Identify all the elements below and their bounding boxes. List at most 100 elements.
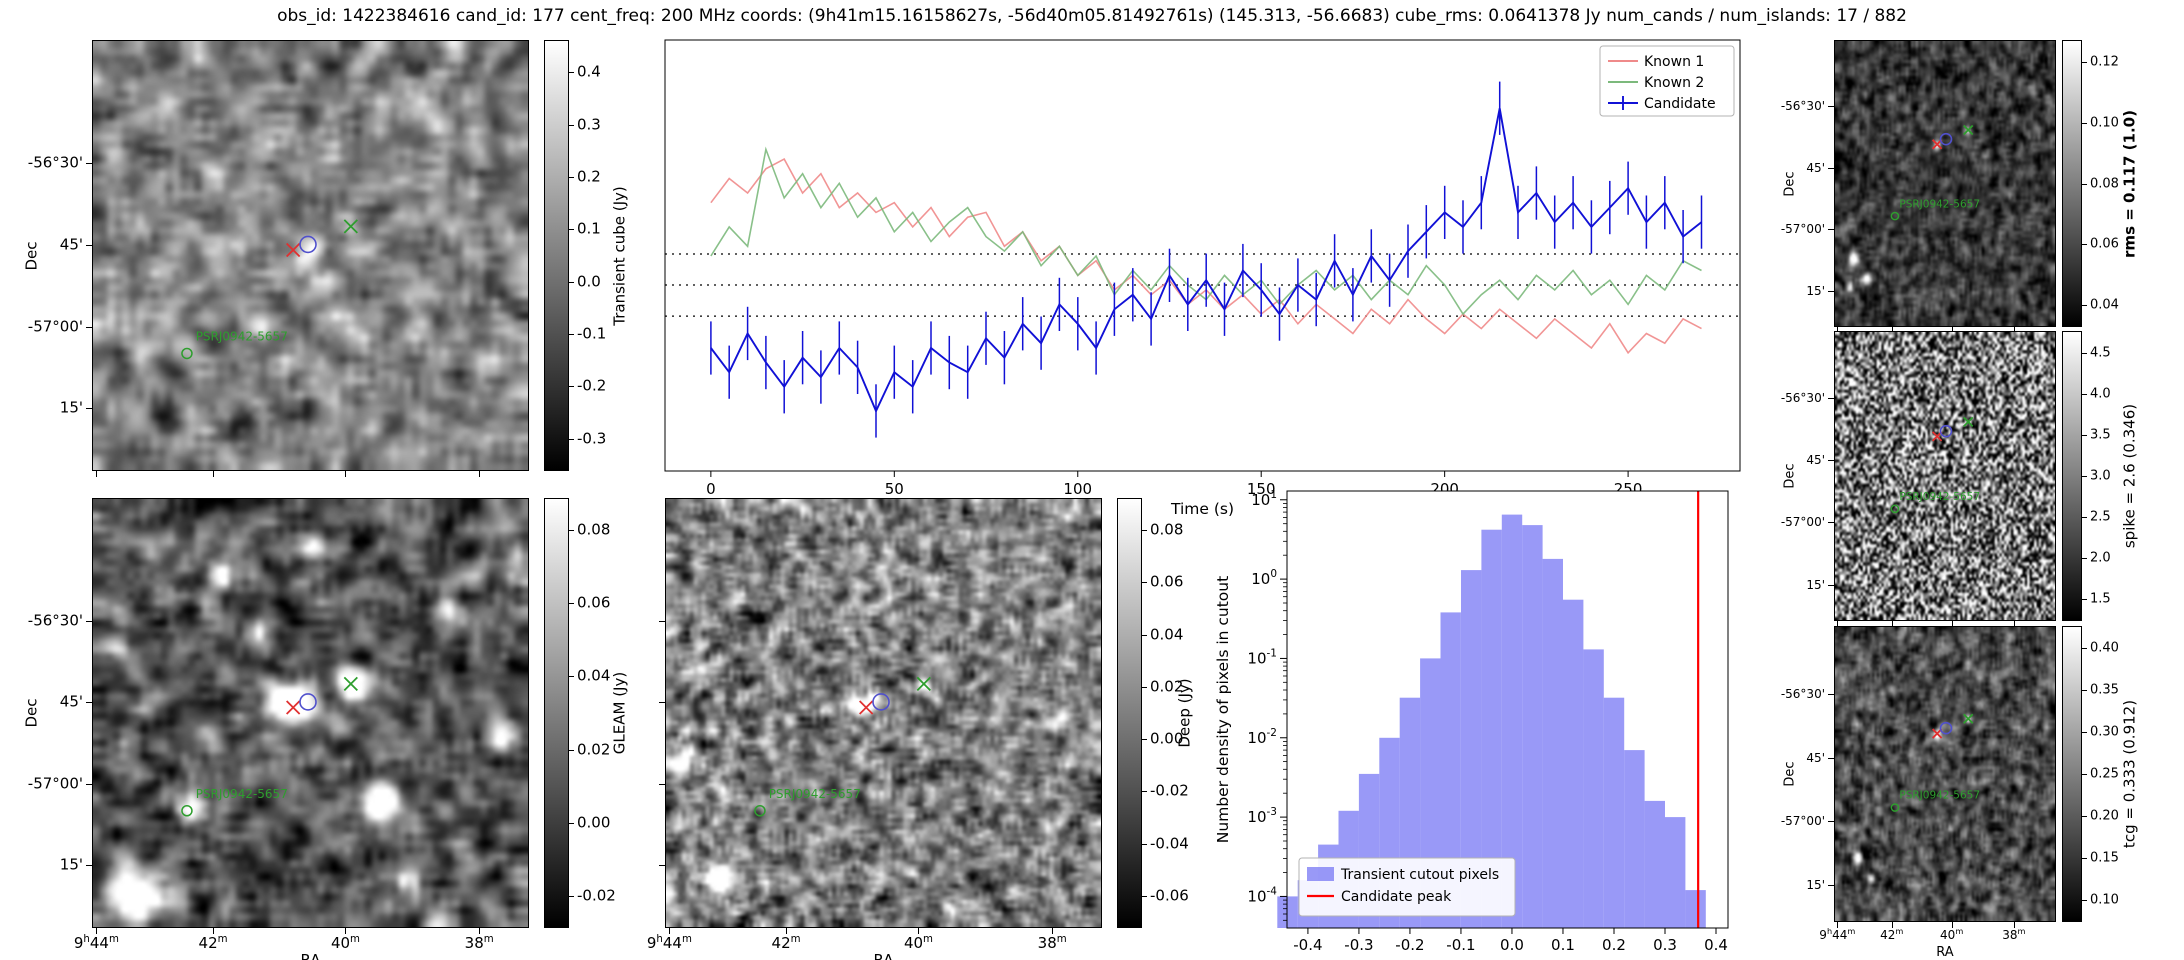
histogram-bar [1338,810,1359,928]
histogram-bar [1644,800,1665,928]
colorbar-tick-mark [2082,305,2087,307]
colorbar-tick-mark [2082,476,2087,477]
colorbar-tick-mark [2082,244,2087,246]
lightcurve-axes-box [664,39,1741,472]
colorbar-tick-label: 0.30 [2090,724,2119,740]
ra-tick-mark [1891,327,1893,333]
colorbar-tick-label: 0.08 [577,520,611,539]
exponent: 0 [1270,568,1277,580]
dec-tick-label: -56°30' [1780,687,1825,702]
gleam-image [93,499,528,927]
colorbar-tick-label: 0.2 [577,167,601,186]
ra-tick-mark [918,928,920,934]
colorbar-tick-mark [1142,895,1147,897]
deep-image [666,499,1101,927]
candidate-blue-circle-marker [299,693,317,711]
colorbar-tick-label: -0.02 [1150,781,1189,800]
cutout-panel-rms: PSRJ0942-5657 [1834,40,2056,327]
histogram-bar [1358,773,1380,928]
dec-tick-label: -57°00' [1780,222,1825,237]
rms-marker-overlay: PSRJ0942-5657 [1890,124,1980,221]
colorbar-tick-mark [1142,686,1147,688]
colorbar-gleam [544,498,569,928]
colorbar-tick-mark [2082,352,2087,354]
colorbar-tick-label: 0.1 [577,219,601,238]
dec-tick-mark [659,864,665,866]
colorbar-tick-mark [569,176,574,178]
dec-tick-label: -57°00' [1780,515,1825,530]
colorbar-tick-label: -0.2 [577,376,607,395]
colorbar-tick-mark [1142,791,1147,793]
figure-title: obs_id: 1422384616 cand_id: 177 cent_fre… [277,6,1907,26]
ra-tick-label: 42m [1880,926,1904,942]
colorbar-tick-mark [1142,582,1147,584]
colorbar-rms [2062,40,2082,327]
dec-tick-mark [1828,291,1834,293]
histogram-svg: -0.4-0.3-0.2-0.10.00.10.20.30.4Flux (Jy)… [1214,489,1729,960]
dec-tick-mark [1828,106,1834,107]
exponent: -3 [1267,806,1277,818]
density-axis-label: Number density of pixels in cutout [1214,576,1232,843]
flux-tick-label: 0.4 [1704,936,1728,954]
histogram-legend-box [1298,857,1516,917]
colorbar-tick-mark [2082,183,2087,185]
flux-tick-label: -0.2 [1395,936,1424,954]
histogram-bar [1399,697,1421,928]
dec-tick-mark [86,783,92,785]
dec-tick-mark [86,407,92,409]
transient-marker-overlay: PSRJ0942-5657 [181,219,358,360]
colorbar-tick-label: 4.0 [2090,386,2111,402]
exponent: -1 [1267,647,1277,659]
colorbar-tick-label: 0.10 [2090,115,2119,130]
density-tick-label: 101 [1251,489,1277,509]
candidate-red-x-marker [1931,728,1943,739]
dec-tick-mark [86,864,92,866]
dec-tick-mark [659,783,665,785]
colorbar-deep [1117,498,1142,928]
colorbar-tick-mark [569,438,574,440]
dec-tick-mark [86,244,92,246]
ra-tick-mark [1891,621,1893,627]
colorbar-tick-label: 0.35 [2090,682,2119,698]
legend-swatch-patch [1307,867,1334,881]
legend-label: Known 2 [1644,75,1704,91]
colorbar-tick-label: 0.25 [2090,766,2119,782]
legend-label: Candidate [1644,96,1716,112]
ra-tick-mark [1837,922,1839,928]
density-tick-label: 10-1 [1247,647,1277,667]
colorbar-tick-label: 0.02 [1150,677,1184,696]
dec-tick-mark [659,702,665,704]
ra-tick-label: 40m [330,934,360,952]
histogram-bar [1522,525,1543,928]
dec-tick-label: 45' [59,235,83,254]
colorbar-label-tcg: tcg = 0.333 (0.912) [2120,699,2139,849]
flux-tick-label: -0.1 [1446,936,1475,954]
ra-tick-mark [1951,621,1953,627]
colorbar-tick-mark [2082,393,2087,395]
colorbar-tick-mark [569,676,574,678]
colorbar-tick-mark [2082,599,2087,601]
histogram-bar [1379,737,1400,928]
ra-tick-mark [2013,327,2015,333]
colorbar-tick-mark [2082,815,2087,817]
colorbar-tick-label: 0.06 [1150,572,1184,591]
colorbar-tick-label: 0.06 [577,593,611,612]
colorbar-tick-label: 0.08 [2090,176,2119,191]
colorbar-tick-mark [569,895,574,897]
colorbar-label-deep: Deep (Jy) [1175,678,1194,748]
colorbar-tick-mark [1142,739,1147,741]
colorbar-tick-label: 0.0 [577,272,601,291]
time-tick-label: 250 [1614,480,1643,498]
cutout-panel-transient: PSRJ0942-5657 [92,40,529,471]
dec-tick-mark [1828,397,1834,399]
dec-tick-label: 15' [1806,577,1825,592]
exponent: -4 [1267,885,1278,897]
pulsar-label: PSRJ0942-5657 [1899,790,1980,802]
dec-tick-label: -56°30' [27,153,83,172]
colorbar-transient [544,40,569,471]
colorbar-tick-mark [569,749,574,751]
legend-label: Known 1 [1644,54,1704,70]
ra-tick-mark [213,471,215,477]
ra-tick-mark [1052,928,1054,934]
ra-tick-mark [345,471,347,477]
